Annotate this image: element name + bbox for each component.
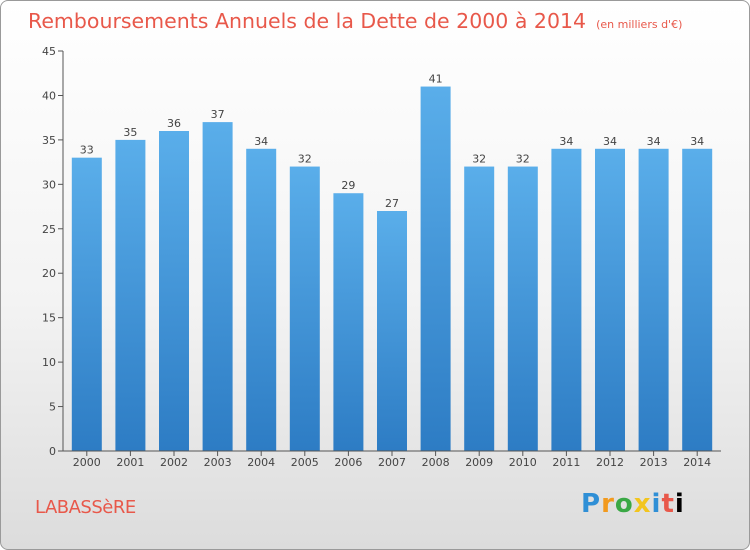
bars-group: 33 35 36 37 34 32 29 27 41 32 32 34 34 34 34 xyxy=(71,73,713,452)
logo-letter: o xyxy=(614,489,634,519)
x-tick-label: 2009 xyxy=(465,456,493,469)
y-tick-label: 10 xyxy=(42,356,56,369)
bar-value-label: 34 xyxy=(647,135,661,148)
x-tick-label: 2007 xyxy=(378,456,406,469)
logo-letter: r xyxy=(601,489,615,519)
y-tick-label: 40 xyxy=(42,89,56,102)
bar-value-label: 41 xyxy=(429,73,443,86)
bar-value-label: 32 xyxy=(472,153,486,166)
x-tick-label: 2006 xyxy=(334,456,362,469)
bar xyxy=(289,166,320,452)
x-tick-label: 2005 xyxy=(291,456,319,469)
bar xyxy=(638,148,669,451)
bar-value-label: 36 xyxy=(167,117,181,130)
bar xyxy=(507,166,538,452)
axes-group: 0 5 10 15 20 25 30 35 40 45 2000 2001 2002 2003 2004 20… xyxy=(42,45,721,469)
x-tick-label: 2001 xyxy=(116,456,144,469)
y-tick-label: 0 xyxy=(49,445,56,458)
x-tick-label: 2011 xyxy=(552,456,580,469)
bar-value-label: 34 xyxy=(254,135,268,148)
bar xyxy=(115,139,146,451)
x-tick-label: 2014 xyxy=(683,456,711,469)
commune-name: LABASSèRE xyxy=(35,497,136,518)
y-tick-label: 25 xyxy=(42,223,56,236)
chart-title-text: Remboursements Annuels de la Dette de 20… xyxy=(28,9,587,33)
bar-value-label: 32 xyxy=(298,153,312,166)
bar xyxy=(71,157,102,451)
bar xyxy=(202,122,233,451)
y-tick-label: 35 xyxy=(42,134,56,147)
bar xyxy=(464,166,495,452)
bar xyxy=(595,148,625,451)
x-tick-label: 2004 xyxy=(247,456,275,469)
bar xyxy=(333,193,364,451)
logo-letter: P xyxy=(581,489,602,519)
y-tick-label: 5 xyxy=(49,401,56,414)
bar xyxy=(420,86,451,452)
y-tick-label: 30 xyxy=(42,178,56,191)
bar xyxy=(551,148,582,451)
bar xyxy=(377,211,407,451)
y-tick-label: 15 xyxy=(42,312,56,325)
bar-value-label: 29 xyxy=(341,179,355,192)
bar-value-label: 34 xyxy=(690,135,704,148)
x-tick-label: 2003 xyxy=(204,456,232,469)
logo-letter: i xyxy=(651,489,662,519)
logo-letter: i xyxy=(674,489,685,519)
y-tick-label: 45 xyxy=(42,45,56,58)
bar-value-label: 34 xyxy=(603,135,617,148)
bar xyxy=(246,148,277,451)
bar-value-label: 27 xyxy=(385,197,399,210)
bar-value-label: 33 xyxy=(80,144,94,157)
logo-letter: x xyxy=(633,489,652,519)
x-tick-label: 2002 xyxy=(160,456,188,469)
x-tick-label: 2008 xyxy=(422,456,450,469)
x-tick-label: 2012 xyxy=(596,456,624,469)
x-tick-label: 2013 xyxy=(640,456,668,469)
chart-unit-note: (en milliers d'€) xyxy=(596,18,683,31)
x-tick-label: 2010 xyxy=(509,456,537,469)
y-tick-label: 20 xyxy=(42,267,56,280)
x-tick-label: 2000 xyxy=(73,456,101,469)
bar-value-label: 34 xyxy=(559,135,573,148)
chart-title: Remboursements Annuels de la Dette de 20… xyxy=(28,9,682,33)
bar-value-label: 37 xyxy=(211,108,225,121)
bar xyxy=(159,131,189,451)
logo-letter: t xyxy=(661,489,675,519)
proxiti-logo: Proxiti xyxy=(581,489,685,519)
bar-value-label: 35 xyxy=(123,126,137,139)
bar xyxy=(682,148,713,451)
bar-value-label: 32 xyxy=(516,153,530,166)
